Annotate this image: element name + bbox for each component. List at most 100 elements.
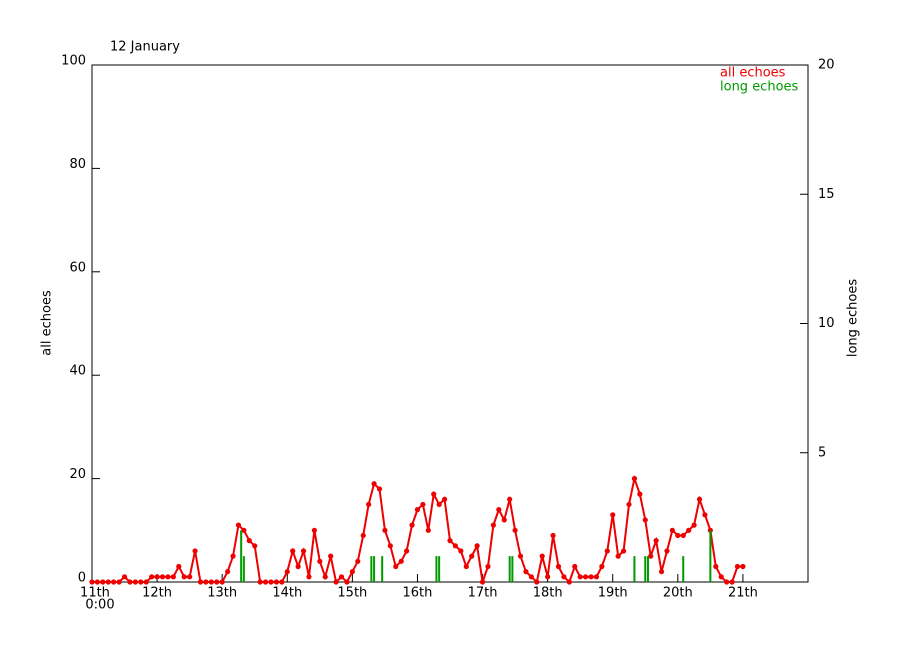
all-echoes-point [572,563,578,570]
all-echoes-point [393,563,399,570]
all-echoes-point [561,574,567,580]
all-echoes-point [501,517,507,523]
y2-axis-label: long echoes [846,279,861,358]
all-echoes-point [349,569,355,575]
y-axis-label: all echoes [40,290,55,356]
all-echoes-point [262,579,269,585]
all-echoes-point [507,496,513,502]
all-echoes-point [290,548,296,554]
all-echoes-point [192,548,198,554]
y-tick-label: 40 [69,364,86,379]
all-echoes-point [284,569,290,575]
all-echoes-point [702,512,708,518]
all-echoes-point [208,579,214,585]
x-tick-label: 13th [207,586,237,601]
all-echoes-point [534,579,540,585]
x-tick-label: 21th [728,586,758,601]
all-echoes-point [197,579,204,585]
all-echoes-point [496,507,502,513]
all-echoes-point [691,522,697,528]
all-echoes-point [431,491,437,497]
all-echoes-point [382,527,388,533]
all-echoes-point [512,527,518,533]
x-tick-label: 11th [80,586,110,601]
all-echoes-point [311,527,317,533]
all-echoes-point [469,553,475,559]
x-start-time: 0:00 [85,598,114,613]
all-echoes-point [268,579,274,585]
all-echoes-point [734,563,741,570]
all-echoes-point [648,553,654,559]
all-echoes-point [121,574,128,580]
all-echoes-point [637,491,643,497]
all-echoes-point [441,496,448,502]
all-echoes-point [669,527,675,533]
all-echoes-point [366,501,372,508]
all-echoes-point [713,563,719,570]
all-echoes-point [675,532,681,539]
x-tick-label: 18th [533,586,563,601]
all-echoes-point [740,563,746,570]
all-echoes-point [550,532,556,539]
y-tick-label: 100 [61,54,86,69]
all-echoes-point [696,496,703,502]
all-echoes-point [127,579,133,585]
all-echoes-point [545,574,551,580]
all-echoes-point [295,563,301,570]
y2-tick-label: 5 [818,445,826,460]
all-echoes-point [371,481,377,487]
chart-title: 12 January [110,40,180,55]
all-echoes-point [436,501,442,508]
all-echoes-point [246,538,252,544]
all-echoes-point [241,527,247,533]
all-echoes-point [279,579,285,585]
all-echoes-point [577,574,583,580]
all-echoes-point [219,579,225,585]
all-echoes-point [626,501,632,508]
x-tick-label: 12th [142,586,172,601]
all-echoes-point [458,548,464,554]
y-tick-label: 80 [69,157,86,172]
all-echoes-point [176,563,182,570]
all-echoes-point [159,574,166,580]
all-echoes-point [555,563,562,570]
all-echoes-point [485,563,491,570]
y2-tick-label: 10 [818,316,835,331]
all-echoes-point [138,579,144,585]
y-tick-label: 60 [69,260,86,275]
y2-tick-label: 15 [818,187,835,202]
all-echoes-point [143,579,149,585]
all-echoes-point [230,553,236,559]
all-echoes-point [414,507,421,513]
all-echoes-point [235,522,242,528]
all-echoes-point [170,574,176,580]
x-tick-label: 16th [403,586,433,601]
all-echoes-point [620,548,627,554]
all-echoes-point [387,543,393,549]
all-echoes-point [452,543,459,549]
all-echoes-point [425,527,431,533]
all-echoes-point [642,517,648,523]
x-tick-label: 15th [337,586,367,601]
all-echoes-point [344,579,350,585]
all-echoes-point [404,548,410,554]
all-echoes-point [599,563,605,570]
all-echoes-point [214,579,220,585]
all-echoes-point [479,579,486,585]
all-echoes-point [463,563,469,570]
all-echoes-point [187,574,193,580]
all-echoes-point [593,574,600,580]
all-echoes-point [89,579,95,585]
all-echoes-point [376,486,383,492]
legend-entry: all echoes [720,66,786,81]
x-tick-label: 17th [468,586,498,601]
all-echoes-point [116,579,122,585]
all-echoes-point [300,548,307,554]
all-echoes-point [588,574,594,580]
all-echoes-point [94,579,101,585]
all-echoes-point [658,569,665,575]
all-echoes-point [664,548,670,554]
all-echoes-point [631,476,638,482]
all-echoes-point [105,579,111,585]
